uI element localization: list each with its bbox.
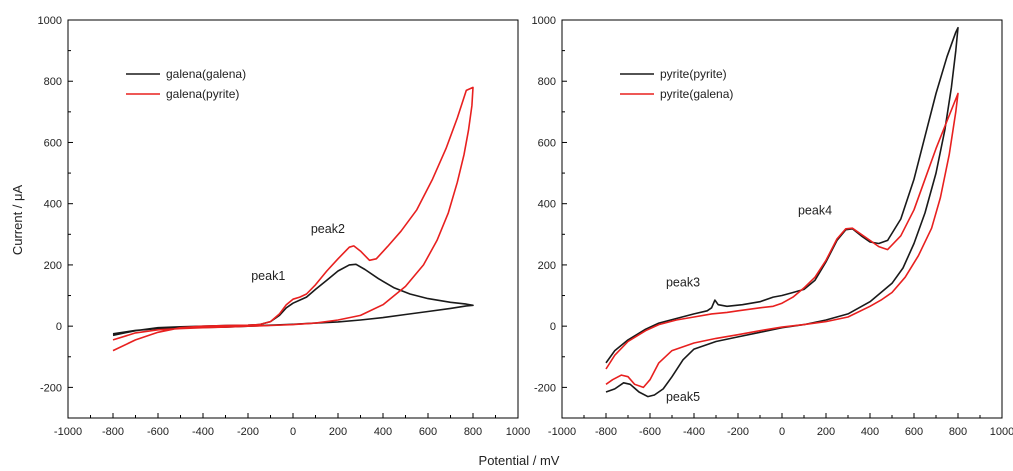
y-tick-label: 0: [56, 321, 62, 333]
series-line: [605, 26, 959, 398]
peak-annotation: peak3: [666, 275, 700, 289]
x-tick-label: -400: [683, 426, 705, 438]
x-axis: -1000 -800 -600 -400 -200 0 200 400 600 800 1000: [548, 413, 1013, 438]
series-group: [112, 86, 474, 352]
x-tick-label: -200: [727, 426, 749, 438]
x-tick-label: 1000: [990, 426, 1013, 438]
plot-frame: [561, 19, 1003, 419]
chart-panel-pyrite: -1000 -800 -600 -400 -200 0 200 400 600 800 1000 -…: [532, 15, 1013, 438]
y-tick-label: 1000: [532, 15, 556, 27]
x-tick-label: 0: [290, 426, 296, 438]
x-tick-label: 200: [817, 426, 835, 438]
peak-annotation: peak4: [798, 203, 832, 217]
y-tick-label: 200: [44, 260, 62, 272]
peak-annotation: peak5: [666, 390, 700, 404]
annotations: peak1 peak2: [251, 222, 345, 283]
legend-label: pyrite(galena): [660, 87, 733, 101]
y-tick-label: 800: [44, 76, 62, 88]
y-axis: -200 0 200 400 600 800 1000: [532, 15, 567, 394]
x-tick-label: -600: [639, 426, 661, 438]
y-axis: -200 0 200 400 600 800 1000: [38, 15, 73, 394]
x-tick-label: 800: [949, 426, 967, 438]
x-tick-label: 1000: [506, 426, 530, 438]
x-tick-label: 800: [464, 426, 482, 438]
x-tick-label: 400: [861, 426, 879, 438]
series-line: [112, 86, 474, 352]
y-tick-label: 1000: [38, 15, 62, 27]
y-tick-label: 600: [44, 137, 62, 149]
x-tick-label: -1000: [54, 426, 82, 438]
y-tick-label: 600: [538, 137, 556, 149]
x-tick-label: -200: [237, 426, 259, 438]
x-tick-label: -400: [192, 426, 214, 438]
y-tick-label: 0: [550, 321, 556, 333]
annotations: peak3 peak4 peak5: [666, 203, 832, 404]
legend: galena(galena) galena(pyrite): [126, 67, 246, 101]
x-tick-label: -800: [102, 426, 124, 438]
y-tick-label: -200: [40, 382, 62, 394]
x-axis: -1000 -800 -600 -400 -200 0 200 400 600 800 1000: [54, 413, 530, 438]
legend-label: galena(pyrite): [166, 87, 239, 101]
y-tick-label: 400: [44, 199, 62, 211]
legend: pyrite(pyrite) pyrite(galena): [620, 67, 733, 101]
series-group: [605, 26, 959, 398]
plot-frame: [67, 19, 519, 419]
legend-label: galena(galena): [166, 67, 246, 81]
legend-label: pyrite(pyrite): [660, 67, 727, 81]
series-line: [605, 92, 959, 389]
x-axis-title: Potential / mV: [479, 453, 560, 468]
peak-annotation: peak1: [251, 269, 285, 283]
y-axis-title: Current / μA: [10, 185, 25, 256]
x-tick-label: 600: [419, 426, 437, 438]
y-tick-label: 800: [538, 76, 556, 88]
y-tick-label: -200: [534, 382, 556, 394]
x-tick-label: 600: [905, 426, 923, 438]
peak-annotation: peak2: [311, 222, 345, 236]
chart-panel-galena: -1000 -800 -600 -400 -200 0 200 400 600 800 1000 -…: [38, 15, 531, 438]
y-tick-label: 400: [538, 199, 556, 211]
y-tick-label: 200: [538, 260, 556, 272]
x-tick-label: 0: [779, 426, 785, 438]
x-tick-label: -800: [595, 426, 617, 438]
x-tick-label: 200: [329, 426, 347, 438]
x-tick-label: -600: [147, 426, 169, 438]
x-tick-label: 400: [374, 426, 392, 438]
x-tick-label: -1000: [548, 426, 576, 438]
